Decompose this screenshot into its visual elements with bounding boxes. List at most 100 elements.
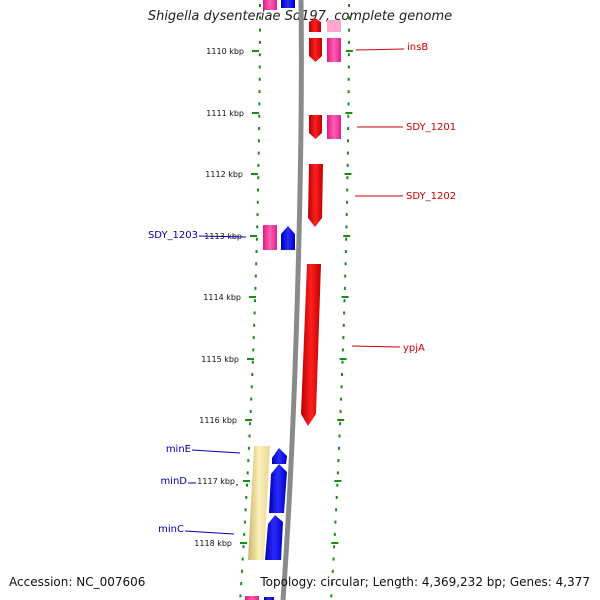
left-rail-dot bbox=[242, 545, 245, 549]
right-rail-dot bbox=[340, 385, 343, 389]
right-rail-dot bbox=[347, 77, 350, 81]
label-minC: minC bbox=[158, 524, 184, 535]
tick-1112: 1112 kbp bbox=[205, 170, 258, 179]
gene-insB-arrow bbox=[309, 38, 322, 62]
scale-ticks: 1110 kbp 1111 kbp 1112 kbp 1113 kbp 1114… bbox=[194, 47, 259, 548]
left-rail-dot bbox=[244, 508, 247, 512]
right-rail-dot bbox=[332, 557, 335, 561]
left-rail-dot bbox=[256, 225, 259, 229]
tick-1110: 1110 kbp bbox=[206, 47, 259, 56]
left-rail-dot bbox=[252, 348, 255, 352]
right-rail-dot bbox=[344, 250, 347, 253]
right-rail-dot bbox=[338, 446, 340, 450]
right-rail-dot bbox=[347, 65, 350, 69]
left-rail-dot bbox=[255, 262, 258, 266]
right-rail-dot bbox=[347, 139, 349, 143]
right-rail-dot bbox=[342, 336, 345, 340]
tick-1118: 1118 kbp bbox=[194, 539, 247, 548]
right-rail-dot bbox=[334, 520, 337, 524]
right-rail-dot bbox=[337, 459, 340, 463]
left-rail-dot bbox=[250, 385, 253, 389]
right-rail-dot bbox=[346, 188, 349, 192]
forward-gene-labels: insB SDY_1201 SDY_1202 ypjA bbox=[351, 42, 456, 354]
left-rail-dot bbox=[258, 40, 261, 44]
tick-label-1110: 1110 kbp bbox=[206, 47, 244, 56]
label-sdy1201: SDY_1201 bbox=[406, 122, 456, 133]
feature-yellow-min bbox=[248, 446, 270, 560]
left-rail-dot bbox=[250, 397, 253, 401]
feature-blue-bottom bbox=[264, 597, 274, 600]
label-sdy1203: SDY_1203 bbox=[148, 230, 198, 241]
label-ypjA: ypjA bbox=[403, 343, 425, 354]
left-rail-dot bbox=[257, 163, 260, 167]
left-rail-dot bbox=[255, 237, 258, 241]
right-rail-dot bbox=[333, 532, 336, 536]
feature-pink-sdy1203 bbox=[263, 225, 277, 250]
right-rail-major-tick bbox=[334, 480, 342, 482]
left-rail-dot bbox=[251, 373, 254, 376]
left-rail-dot bbox=[243, 520, 246, 524]
left-rail-dot bbox=[255, 250, 258, 253]
right-rail-dot bbox=[347, 102, 350, 106]
right-rail-dot bbox=[348, 28, 350, 32]
left-rail-dot bbox=[249, 409, 252, 413]
right-rail-dot bbox=[348, 16, 350, 20]
right-rail-major-tick bbox=[345, 112, 353, 114]
left-rail-dot bbox=[258, 114, 261, 118]
feature-pink-bottom bbox=[245, 596, 259, 600]
right-rail-dot bbox=[331, 582, 334, 586]
left-rail-dot bbox=[254, 286, 257, 290]
right-rail-dot bbox=[346, 200, 348, 204]
right-rail-dot bbox=[345, 237, 348, 241]
feature-blue-top bbox=[281, 0, 295, 8]
right-rail-dot bbox=[343, 311, 346, 315]
left-rail-dot bbox=[252, 336, 255, 340]
gene-minE-arrow bbox=[272, 448, 287, 464]
right-rail-dot bbox=[339, 409, 342, 413]
left-rail-dot bbox=[247, 446, 250, 450]
left-rail-dot bbox=[258, 127, 261, 130]
feature-pink-insB bbox=[327, 38, 341, 62]
left-rail-dot bbox=[256, 213, 259, 217]
label-insB: insB bbox=[407, 42, 428, 53]
sdy1203-features bbox=[263, 225, 295, 250]
right-rail-dot bbox=[336, 471, 339, 475]
right-rail-dot bbox=[347, 40, 350, 44]
tick-label-1118: 1118 kbp bbox=[194, 539, 232, 548]
right-rail-major-tick bbox=[337, 419, 345, 421]
left-rail-dot bbox=[254, 299, 256, 303]
label-minE: minE bbox=[166, 444, 191, 455]
right-rail-major-tick bbox=[345, 50, 353, 52]
tick-label-1117: 1117 kbp bbox=[197, 477, 235, 486]
label-minD: minD bbox=[160, 476, 187, 487]
gene-minC-arrow bbox=[265, 515, 283, 560]
insB-features bbox=[309, 38, 341, 62]
left-rail-dot bbox=[253, 311, 256, 315]
right-rail-dot bbox=[336, 483, 339, 487]
min-operon-features bbox=[248, 446, 287, 560]
tick-label-1116: 1116 kbp bbox=[199, 416, 237, 425]
left-rail-dot bbox=[259, 16, 261, 20]
right-rail-major-tick bbox=[339, 358, 347, 360]
right-rail-dot bbox=[342, 323, 345, 327]
label-sdy1202: SDY_1202 bbox=[406, 191, 456, 202]
right-rail-dot bbox=[330, 594, 333, 598]
left-rail-dot bbox=[259, 4, 261, 7]
tick-1115: 1115 kbp bbox=[201, 355, 254, 364]
genome-backbone bbox=[280, 0, 304, 600]
left-rail-dot bbox=[254, 274, 257, 278]
right-rail-dot bbox=[346, 151, 349, 155]
feature-pink-sdy1201 bbox=[327, 115, 341, 139]
left-rail-dot bbox=[247, 459, 250, 463]
tick-label-1114: 1114 kbp bbox=[203, 293, 241, 302]
feature-pink-top-left bbox=[263, 0, 277, 10]
right-rail-dot bbox=[348, 4, 350, 7]
left-rail-dot bbox=[246, 471, 249, 475]
right-rail-dot bbox=[333, 545, 336, 549]
feature-red-top bbox=[309, 18, 321, 32]
right-rail-dot bbox=[343, 286, 346, 290]
right-rail-dot bbox=[343, 299, 346, 303]
right-rail-dot bbox=[335, 508, 338, 512]
left-rail-dot bbox=[258, 102, 261, 106]
